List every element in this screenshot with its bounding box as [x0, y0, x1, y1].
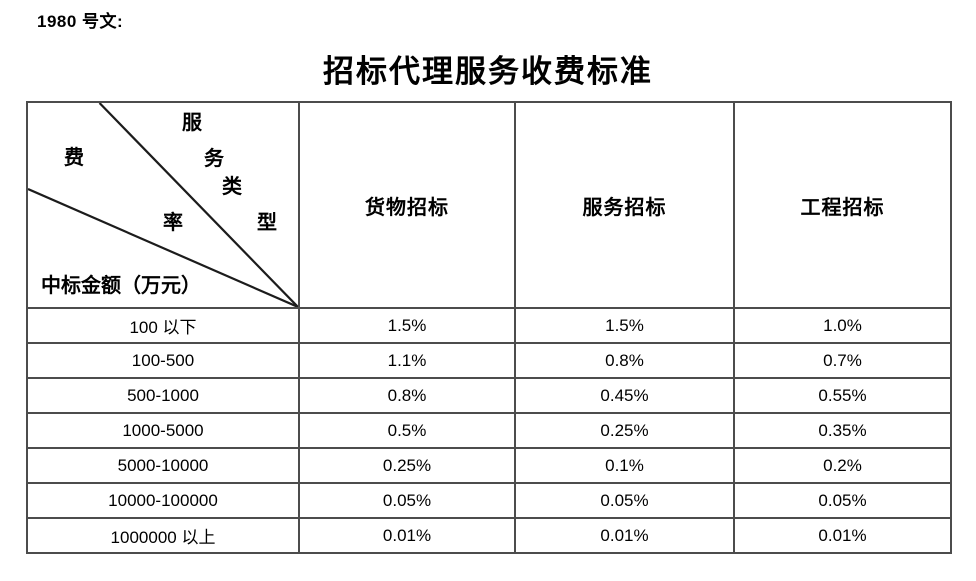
fee-value: 1.0%	[733, 307, 952, 344]
fee-value: 0.8%	[298, 377, 516, 414]
fee-value: 0.05%	[733, 482, 952, 519]
row-label: 5000-10000	[26, 447, 300, 484]
doc-ref-number: 1980 号文:	[37, 12, 124, 31]
fee-value: 0.8%	[514, 342, 735, 379]
corner-label-service-type-char: 类	[222, 176, 242, 198]
fee-value: 0.5%	[298, 412, 516, 449]
column-header-engineering: 工程招标	[733, 101, 952, 309]
fee-value: 0.01%	[514, 517, 735, 554]
table-row: 500-1000 0.8% 0.45% 0.55%	[26, 377, 952, 414]
table-row: 5000-10000 0.25% 0.1% 0.2%	[26, 447, 952, 484]
fee-value: 0.7%	[733, 342, 952, 379]
corner-label-service-type-char: 型	[257, 212, 277, 234]
fee-value: 0.2%	[733, 447, 952, 484]
table-row: 100 以下 1.5% 1.5% 1.0%	[26, 307, 952, 344]
row-label: 100-500	[26, 342, 300, 379]
row-label: 1000000 以上	[26, 517, 300, 554]
fee-value: 0.01%	[298, 517, 516, 554]
table-row: 100-500 1.1% 0.8% 0.7%	[26, 342, 952, 379]
fee-value: 1.5%	[298, 307, 516, 344]
fee-value: 0.1%	[514, 447, 735, 484]
fee-value: 0.01%	[733, 517, 952, 554]
table-row: 10000-100000 0.05% 0.05% 0.05%	[26, 482, 952, 519]
page-title: 招标代理服务收费标准	[323, 54, 653, 89]
corner-label-fee-rate-char: 费	[64, 147, 84, 169]
corner-header-inner: 服 务 类 型 费 率 中标金额（万元）	[28, 103, 298, 307]
fee-value: 0.45%	[514, 377, 735, 414]
row-label: 100 以下	[26, 307, 300, 344]
corner-label-service-type-char: 服	[182, 112, 202, 134]
fee-standard-table: 服 务 类 型 费 率 中标金额（万元） 货物招标 服务招标 工程招标 100 …	[26, 101, 952, 554]
fee-value: 1.5%	[514, 307, 735, 344]
row-label: 10000-100000	[26, 482, 300, 519]
fee-value: 0.05%	[298, 482, 516, 519]
row-label: 500-1000	[26, 377, 300, 414]
fee-value: 0.55%	[733, 377, 952, 414]
corner-row-header-label: 中标金额（万元）	[41, 275, 201, 297]
column-header-goods: 货物招标	[298, 101, 516, 309]
table-row: 1000-5000 0.5% 0.25% 0.35%	[26, 412, 952, 449]
fee-value: 0.05%	[514, 482, 735, 519]
table-header-row: 服 务 类 型 费 率 中标金额（万元） 货物招标 服务招标 工程招标	[26, 101, 952, 309]
table-row: 1000000 以上 0.01% 0.01% 0.01%	[26, 517, 952, 554]
corner-header-cell: 服 务 类 型 费 率 中标金额（万元）	[26, 101, 300, 309]
fee-value: 0.35%	[733, 412, 952, 449]
column-header-services: 服务招标	[514, 101, 735, 309]
corner-label-fee-rate-char: 率	[163, 212, 183, 234]
diagonal-divider-lines	[28, 103, 298, 307]
row-label: 1000-5000	[26, 412, 300, 449]
corner-label-service-type-char: 务	[204, 148, 224, 170]
fee-value: 0.25%	[514, 412, 735, 449]
fee-value: 0.25%	[298, 447, 516, 484]
fee-value: 1.1%	[298, 342, 516, 379]
